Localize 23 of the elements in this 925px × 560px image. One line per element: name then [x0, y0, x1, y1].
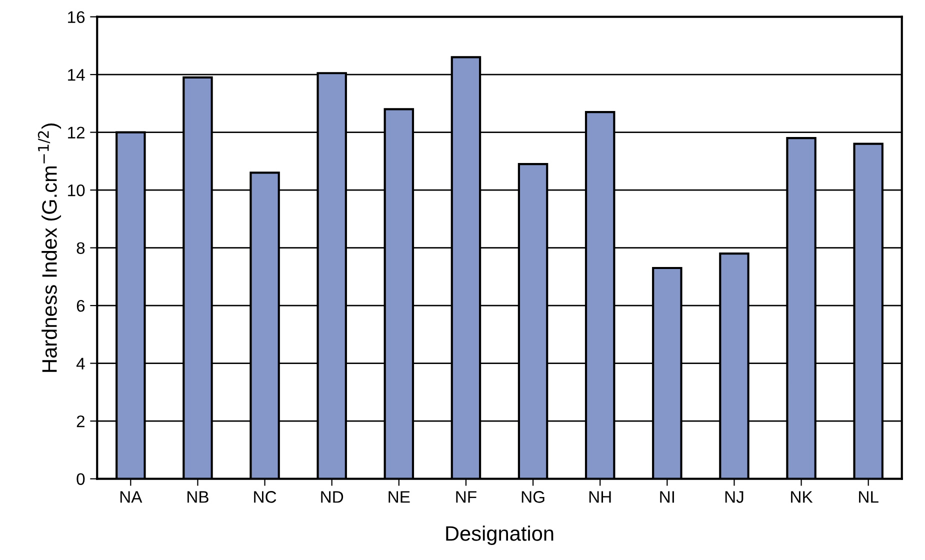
y-tick-label: 14 — [68, 69, 85, 81]
x-tick-label: NF — [456, 491, 476, 503]
x-tick-label: NG — [522, 491, 544, 503]
x-tick-label: NA — [120, 491, 142, 503]
y-tick-label: 6 — [76, 300, 85, 312]
x-tick-label: NH — [589, 491, 611, 503]
y-tick-label: 8 — [76, 242, 85, 254]
x-tick-label: ND — [321, 491, 344, 503]
x-axis-title: Designation — [446, 526, 554, 546]
x-tick-label: NB — [188, 491, 208, 503]
x-tick-label: NJ — [725, 491, 744, 503]
x-tick-label: NC — [254, 491, 276, 503]
x-tick-label: NL — [859, 491, 878, 503]
x-tick-label: NE — [388, 491, 410, 503]
y-tick-label: 0 — [76, 473, 85, 486]
x-tick-label: NK — [791, 491, 813, 503]
y-tick-label: 10 — [68, 184, 85, 196]
y-tick-label: 16 — [68, 11, 85, 24]
y-tick-label: 2 — [76, 415, 84, 428]
y-tick-label: 12 — [68, 126, 84, 138]
y-axis-title: Hardness Index (G.cm$^{−1/2}$) — [38, 124, 62, 372]
x-tick-label: NI — [660, 491, 674, 503]
y-tick-label: 4 — [76, 358, 85, 370]
